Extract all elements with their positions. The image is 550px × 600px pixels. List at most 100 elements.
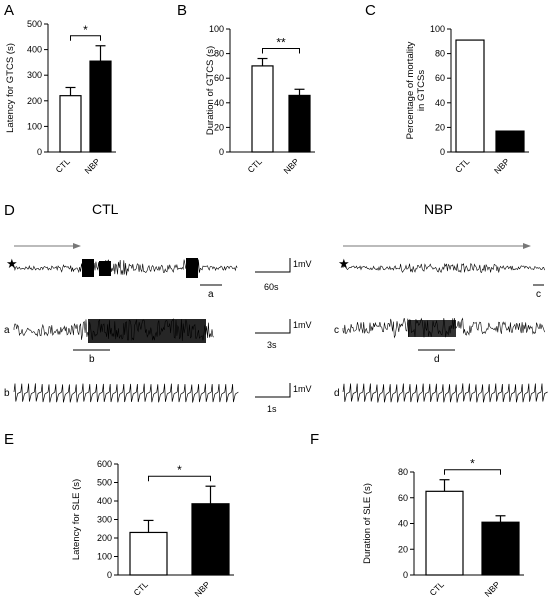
nbp-subset-c-label: c: [536, 289, 541, 300]
y-axis-label: Duration of GTCS (s): [205, 46, 216, 135]
chart-mortality-gtcs: 0 20 40 60 80 100 Percentage of mortality in GT…: [405, 24, 529, 176]
y-tick-label: 80: [398, 467, 408, 477]
y-tick-label: 0: [37, 147, 42, 157]
panel-letter-d: D: [4, 202, 15, 219]
category-label: CTL: [453, 156, 472, 175]
category-label: CTL: [53, 156, 72, 175]
panel-letter-c: C: [365, 2, 376, 19]
bar-nbp: [481, 521, 520, 576]
bar-ctl: [251, 65, 274, 153]
ctl-eeg-full-trace: [13, 258, 238, 278]
bar-nbp: [495, 130, 525, 153]
y-tick-label: 20: [435, 122, 445, 132]
ctl-trace-letter-b: b: [4, 388, 10, 399]
y-tick-label: 60: [214, 73, 224, 83]
y-tick-label: 80: [214, 49, 224, 59]
y-tick-label: 100: [430, 24, 445, 34]
significance-marker: *: [177, 463, 182, 477]
scale-bar-3s: [255, 319, 291, 334]
significance-bracket: [262, 48, 300, 54]
eeg-condition-nbp: NBP: [424, 201, 453, 217]
nbp-trace-letter-c: c: [334, 325, 339, 336]
y-tick-label: 40: [435, 98, 445, 108]
eeg-waveform: [342, 262, 545, 274]
significance-marker: *: [83, 23, 88, 37]
ctl-eeg-trace-b: [13, 383, 239, 403]
eeg-waveform: [13, 259, 238, 277]
category-label: NBP: [281, 156, 301, 176]
seizure-burst: [186, 258, 198, 278]
chart-duration-sle: 0 20 40 60 80 Duration of SLE (s) CTL NBP *: [362, 457, 524, 599]
nbp-star-marker: ★: [338, 256, 350, 271]
panel-letter-a: A: [4, 2, 14, 19]
nbp-eeg-full-trace: [342, 262, 545, 274]
y-tick-label: 100: [27, 121, 42, 131]
significance-marker: **: [276, 36, 286, 50]
ctl-star-marker: ★: [6, 256, 18, 271]
seizure-burst: [88, 319, 206, 343]
significance-bracket: [70, 35, 101, 41]
scale-amp-label-2: 1mV: [293, 320, 312, 330]
category-label: CTL: [427, 579, 446, 598]
seizure-burst: [82, 259, 94, 277]
bar-ctl: [59, 95, 82, 153]
y-tick-label: 500: [27, 19, 42, 29]
scale-time-label-1s: 1s: [267, 404, 277, 414]
panel-letter-e: E: [4, 431, 14, 448]
panel-letter-f: F: [310, 431, 319, 448]
y-tick-label: 100: [97, 552, 112, 562]
y-axis-label: Latency for GTCS (s): [5, 43, 16, 133]
category-label: NBP: [492, 156, 512, 176]
category-label: NBP: [482, 579, 502, 599]
panel-letter-b: B: [177, 2, 187, 19]
y-axis-label: in GTCSs: [416, 70, 427, 111]
bar-ctl: [425, 490, 464, 576]
bar-ctl: [129, 531, 168, 576]
y-tick-label: 0: [440, 147, 445, 157]
y-tick-label: 0: [403, 570, 408, 580]
y-tick-label: 400: [27, 45, 42, 55]
nbp-eeg-trace-c: [342, 317, 545, 339]
y-tick-label: 500: [97, 478, 112, 488]
eeg-condition-ctl: CTL: [92, 201, 119, 217]
y-tick-label: 80: [435, 49, 445, 59]
y-axis-label: Percentage of mortality: [405, 41, 416, 139]
category-label: NBP: [192, 579, 212, 599]
category-label: CTL: [245, 156, 264, 175]
y-tick-label: 200: [27, 96, 42, 106]
chart-duration-gtcs: 0 20 40 60 80 100 Duration of GTCS (s) CTL NBP **: [205, 24, 315, 176]
seizure-burst: [408, 320, 456, 337]
eeg-panel: CTL NBP ★ ★ a b c d a b c d 1mV 60s 1mV …: [4, 201, 548, 414]
nbp-eeg-trace-d: [342, 383, 548, 403]
seizure-burst: [99, 261, 111, 276]
y-tick-label: 60: [435, 73, 445, 83]
significance-bracket: [444, 469, 501, 475]
category-label: CTL: [131, 579, 150, 598]
y-tick-label: 20: [214, 122, 224, 132]
y-tick-label: 600: [97, 459, 112, 469]
bar-nbp: [89, 60, 112, 153]
scale-bar-60s: [255, 258, 291, 273]
scale-time-label-60s: 60s: [264, 282, 279, 292]
bar-nbp: [288, 94, 311, 153]
y-tick-label: 20: [398, 544, 408, 554]
chart-latency-gtcs: 0 100 200 300 400 500 Latency for GTCS (s) CTL N…: [5, 19, 116, 176]
y-tick-label: 400: [97, 496, 112, 506]
significance-bracket: [148, 475, 211, 482]
y-tick-label: 100: [209, 24, 224, 34]
nbp-subset-d-label: d: [434, 354, 440, 365]
y-axis-label: Latency for SLE (s): [71, 479, 82, 560]
y-tick-label: 200: [97, 533, 112, 543]
ctl-eeg-trace-a: [13, 318, 214, 343]
y-tick-label: 300: [27, 70, 42, 80]
nbp-trace-letter-d: d: [334, 388, 340, 399]
y-tick-label: 0: [107, 570, 112, 580]
y-tick-label: 40: [398, 519, 408, 529]
y-tick-label: 0: [219, 147, 224, 157]
ctl-subset-b-label: b: [89, 354, 95, 365]
eeg-spike-train: [342, 383, 548, 403]
y-axis-label: Duration of SLE (s): [362, 483, 373, 564]
ctl-subset-a-label: a: [208, 289, 214, 300]
ctl-trace-letter-a: a: [4, 325, 10, 336]
